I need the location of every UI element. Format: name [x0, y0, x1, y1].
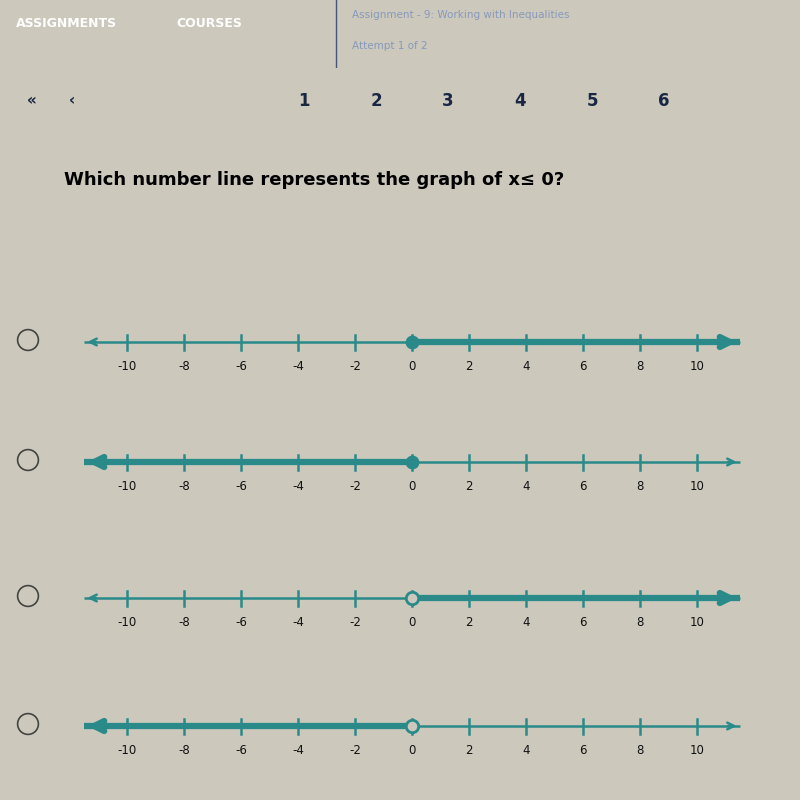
Text: -6: -6 — [235, 359, 247, 373]
Text: -4: -4 — [292, 479, 304, 493]
Text: 2: 2 — [466, 359, 473, 373]
Text: 10: 10 — [690, 359, 704, 373]
Text: -6: -6 — [235, 743, 247, 757]
Text: -8: -8 — [178, 479, 190, 493]
Text: -4: -4 — [292, 359, 304, 373]
Text: 0: 0 — [408, 359, 416, 373]
Text: -10: -10 — [118, 615, 137, 629]
Text: Attempt 1 of 2: Attempt 1 of 2 — [352, 42, 428, 51]
Text: -8: -8 — [178, 615, 190, 629]
Text: 0: 0 — [408, 743, 416, 757]
Point — [406, 720, 418, 733]
Text: -10: -10 — [118, 743, 137, 757]
Text: -4: -4 — [292, 615, 304, 629]
Text: -8: -8 — [178, 359, 190, 373]
Text: 4: 4 — [522, 479, 530, 493]
Text: 2: 2 — [466, 479, 473, 493]
Text: Which number line represents the graph of x≤ 0?: Which number line represents the graph o… — [64, 171, 564, 189]
Text: 2: 2 — [466, 615, 473, 629]
Text: -2: -2 — [349, 479, 361, 493]
Text: 1: 1 — [298, 92, 310, 110]
Text: 6: 6 — [579, 359, 586, 373]
Text: 8: 8 — [636, 743, 643, 757]
Text: 8: 8 — [636, 615, 643, 629]
Text: 4: 4 — [522, 743, 530, 757]
Point — [406, 336, 418, 349]
Text: 2: 2 — [466, 743, 473, 757]
Text: 3: 3 — [442, 92, 454, 110]
Text: COURSES: COURSES — [176, 18, 242, 30]
Text: 10: 10 — [690, 743, 704, 757]
Text: -10: -10 — [118, 479, 137, 493]
Text: -4: -4 — [292, 743, 304, 757]
Text: -2: -2 — [349, 743, 361, 757]
Point — [406, 592, 418, 605]
Text: -2: -2 — [349, 615, 361, 629]
Text: -6: -6 — [235, 479, 247, 493]
Text: -10: -10 — [118, 359, 137, 373]
Text: 10: 10 — [690, 615, 704, 629]
Text: 2: 2 — [370, 92, 382, 110]
Text: -2: -2 — [349, 359, 361, 373]
Text: 8: 8 — [636, 359, 643, 373]
Text: 5: 5 — [586, 92, 598, 110]
Text: 4: 4 — [522, 359, 530, 373]
Text: 6: 6 — [579, 743, 586, 757]
Text: 6: 6 — [579, 615, 586, 629]
Point — [406, 456, 418, 469]
Text: -6: -6 — [235, 615, 247, 629]
Text: 0: 0 — [408, 479, 416, 493]
Text: -8: -8 — [178, 743, 190, 757]
Text: Assignment - 9: Working with Inequalities: Assignment - 9: Working with Inequalitie… — [352, 10, 570, 20]
Text: 6: 6 — [579, 479, 586, 493]
Text: «: « — [27, 94, 37, 109]
Text: ASSIGNMENTS: ASSIGNMENTS — [16, 18, 117, 30]
Text: 8: 8 — [636, 479, 643, 493]
Text: ‹: ‹ — [69, 94, 75, 109]
Text: 6: 6 — [658, 92, 670, 110]
Text: 10: 10 — [690, 479, 704, 493]
Text: 4: 4 — [514, 92, 526, 110]
Text: 4: 4 — [522, 615, 530, 629]
Text: 0: 0 — [408, 615, 416, 629]
